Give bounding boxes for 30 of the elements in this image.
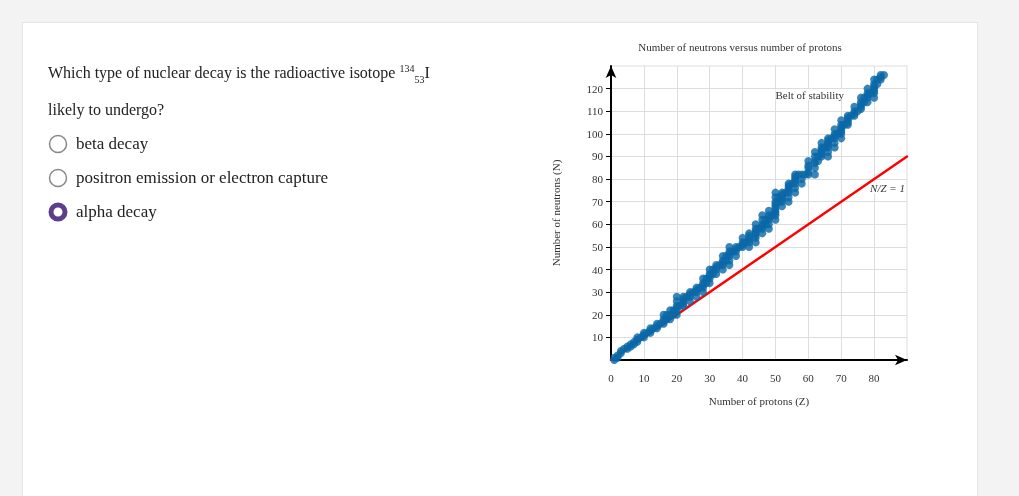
- text: Which type of nuclear decay is the radioactive isotope $^{134}$$_{53}$I likely to undergo?: [48, 63, 430, 118]
- y-tick-label: 70: [592, 195, 604, 208]
- y-tick-label: 100: [586, 127, 604, 140]
- x-tick-label: 20: [671, 371, 683, 384]
- y-tick-label: 80: [592, 173, 604, 186]
- series-label: Belt of stability: [775, 88, 845, 101]
- y-tick-label: 40: [592, 263, 604, 276]
- y-tick-label: 120: [586, 82, 604, 95]
- x-tick-label: 60: [802, 371, 815, 384]
- y-tick-label: 20: [592, 308, 604, 321]
- x-tick-label: 40: [737, 371, 749, 384]
- y-axis-title: Number of neutrons (N): [549, 159, 563, 267]
- y-tick-label: 60: [592, 218, 604, 231]
- x-axis-title: Number of protons (Z): [708, 394, 810, 408]
- x-tick-label: 0: [608, 371, 615, 384]
- y-tick-label: 110: [586, 105, 604, 118]
- y-tick-label: 50: [592, 240, 604, 253]
- x-tick-label: 80: [868, 371, 881, 384]
- series-label: N/Z = 1: [869, 181, 905, 194]
- x-tick-label: 50: [769, 371, 782, 384]
- y-tick-label: 90: [592, 150, 604, 163]
- x-tick-label: 30: [704, 371, 716, 384]
- text: beta decay: [76, 132, 149, 155]
- text: alpha decay: [76, 200, 157, 223]
- y-tick-label: 30: [592, 286, 604, 299]
- x-tick-label: 70: [835, 371, 848, 384]
- chart-title: Number of neutrons versus number of protons: [638, 40, 842, 53]
- y-tick-label: 10: [592, 331, 604, 344]
- x-tick-label: 10: [638, 371, 650, 384]
- text: positron emission or electron capture: [76, 166, 329, 189]
